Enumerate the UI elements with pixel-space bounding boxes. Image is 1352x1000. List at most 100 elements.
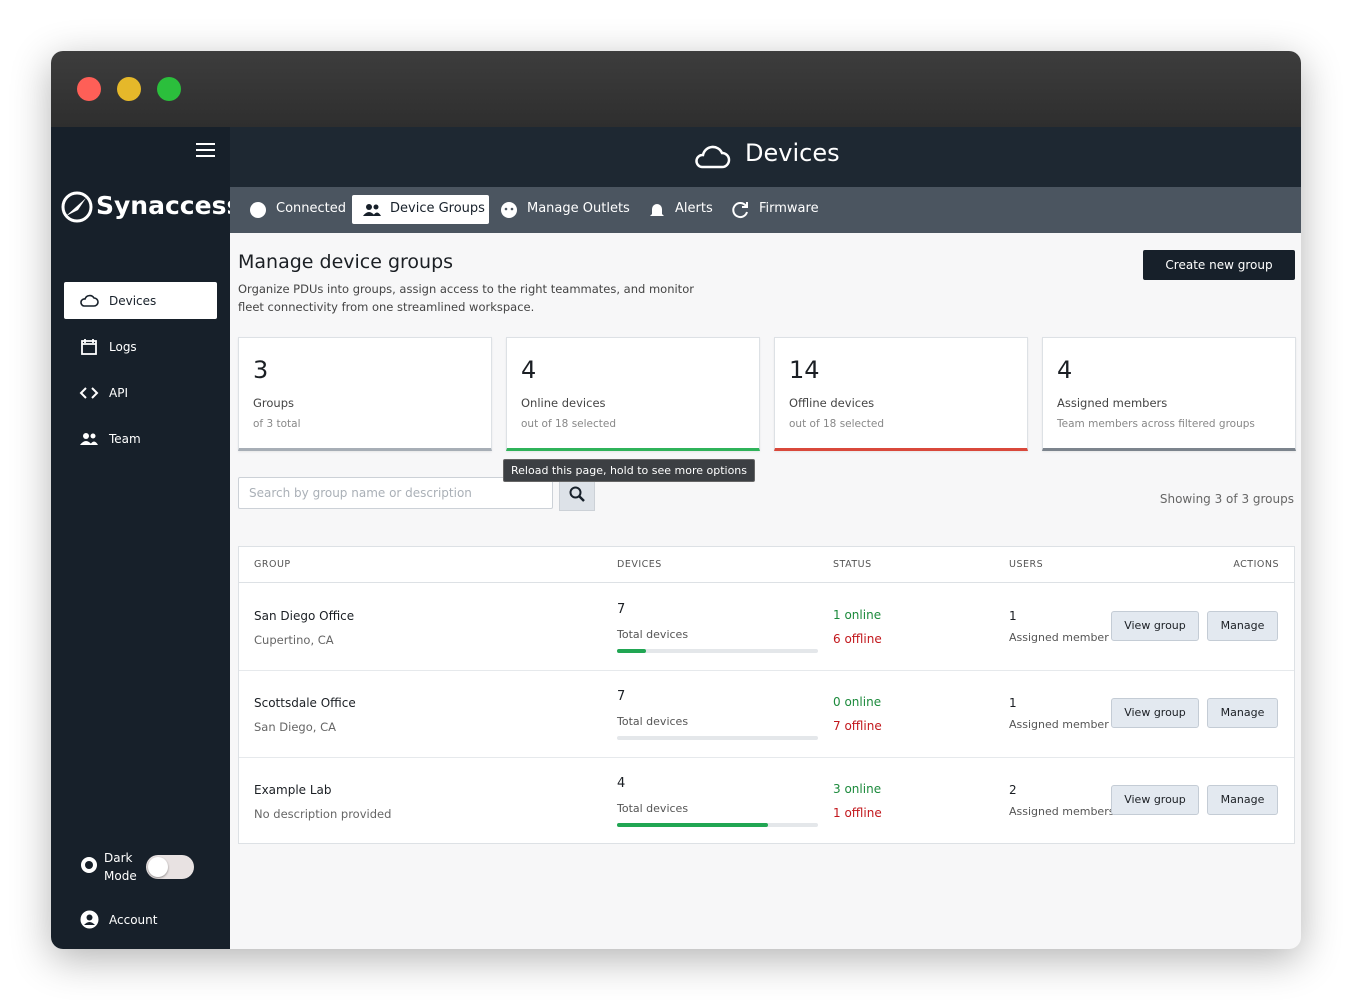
icon bbox=[80, 294, 99, 307]
page-title: Manage device groups bbox=[238, 251, 454, 273]
table-header bbox=[239, 547, 1294, 583]
icon bbox=[79, 387, 99, 399]
offline-word: offline bbox=[844, 719, 882, 733]
account-icon bbox=[80, 910, 99, 929]
online-count: 3 bbox=[833, 782, 841, 796]
nav-item[interactable]: Devices bbox=[109, 294, 157, 308]
device-count: 4 bbox=[617, 776, 626, 791]
icon bbox=[650, 204, 664, 216]
nav-item[interactable]: API bbox=[109, 386, 128, 400]
account[interactable]: Account bbox=[109, 913, 158, 927]
online-status: 1 online bbox=[833, 608, 881, 622]
tab[interactable]: Manage Outlets bbox=[527, 201, 630, 216]
offline-word: offline bbox=[844, 632, 882, 646]
group-location: No description provided bbox=[254, 807, 392, 821]
stat-card: 3 Groups of 3 total bbox=[238, 337, 492, 451]
sidebar: Synaccess Dark Mode Account Devices Logs A… bbox=[51, 127, 241, 949]
offline-status: 7 offline bbox=[833, 719, 882, 733]
offline-count: 7 bbox=[833, 719, 841, 733]
offline-count: 6 bbox=[833, 632, 841, 646]
column-header: STATUS bbox=[833, 559, 872, 570]
group-location: Cupertino, CA bbox=[254, 633, 334, 647]
column-header: DEVICES bbox=[617, 559, 662, 570]
zoom[interactable] bbox=[157, 77, 181, 101]
icon bbox=[81, 339, 97, 355]
manage-button[interactable]: Manage bbox=[1207, 611, 1278, 641]
icon bbox=[250, 202, 266, 218]
online-count: 0 bbox=[833, 695, 841, 709]
progress-fill bbox=[617, 649, 646, 653]
dark-mode-label: Dark Mode bbox=[104, 851, 137, 883]
header: Devices bbox=[230, 127, 1301, 187]
dark-mode-icon bbox=[81, 857, 97, 873]
manage-button[interactable]: Manage bbox=[1207, 785, 1278, 815]
stat-sub: out of 18 selected bbox=[521, 418, 617, 430]
icon bbox=[501, 202, 517, 218]
brand: Synaccess bbox=[96, 191, 242, 220]
tab[interactable]: Firmware bbox=[759, 201, 819, 216]
stat-card: 14 Offline devices out of 18 selected bbox=[774, 337, 1028, 451]
device-count: 7 bbox=[617, 689, 626, 704]
create-group-button[interactable]: Create new group bbox=[1143, 250, 1295, 280]
view-group-button[interactable]: View group bbox=[1111, 611, 1199, 641]
active-tab bbox=[352, 195, 489, 224]
online-status: 3 online bbox=[833, 782, 881, 796]
column-header: ACTIONS bbox=[1233, 559, 1279, 570]
close[interactable] bbox=[77, 77, 101, 101]
manage-button[interactable]: Manage bbox=[1207, 698, 1278, 728]
stat-label: Online devices bbox=[521, 396, 606, 410]
titlebar bbox=[51, 51, 1301, 127]
search-button[interactable] bbox=[559, 477, 595, 511]
view-group-button[interactable]: View group bbox=[1111, 785, 1199, 815]
stat-value: 4 bbox=[1057, 356, 1073, 384]
header-title: Devices bbox=[745, 139, 840, 167]
active-nav bbox=[64, 282, 217, 319]
stat-sub: out of 18 selected bbox=[789, 418, 885, 430]
group-name: Scottsdale Office bbox=[254, 696, 356, 710]
icon bbox=[80, 433, 98, 445]
offline-status: 6 offline bbox=[833, 632, 882, 646]
stat-sub: Team members across filtered groups bbox=[1057, 418, 1255, 430]
menu-icon[interactable] bbox=[195, 141, 217, 159]
row-divider bbox=[239, 670, 1294, 671]
offline-count: 1 bbox=[833, 806, 841, 820]
online-word: online bbox=[844, 782, 882, 796]
group-name: San Diego Office bbox=[254, 609, 355, 623]
stat-value: 3 bbox=[253, 356, 269, 384]
tooltip: Reload this page, hold to see more optio… bbox=[503, 459, 756, 482]
user-count: 1 bbox=[1009, 609, 1017, 623]
group-location: San Diego, CA bbox=[254, 720, 336, 734]
column-header: USERS bbox=[1009, 559, 1044, 570]
tabbar: Connected Device Groups Manage Outlets Aler… bbox=[230, 187, 1301, 233]
group-name: Example Lab bbox=[254, 783, 332, 797]
stat-label: Assigned members bbox=[1057, 396, 1168, 410]
window: Synaccess Dark Mode Account Devices Logs A… bbox=[51, 51, 1301, 949]
search-input[interactable]: Search by group name or description bbox=[238, 477, 553, 509]
user-count: 2 bbox=[1009, 783, 1017, 797]
device-count: 7 bbox=[617, 602, 626, 617]
nav-item[interactable]: Logs bbox=[109, 340, 137, 354]
logo bbox=[61, 191, 93, 223]
nav-item[interactable]: Team bbox=[109, 432, 141, 446]
progress-track bbox=[617, 736, 818, 740]
online-word: online bbox=[844, 695, 882, 709]
icon bbox=[732, 202, 748, 219]
groups-table: GROUP DEVICES STATUS USERS ACTIONS San Diego … bbox=[238, 546, 1295, 844]
icon bbox=[363, 204, 381, 216]
tab[interactable]: Connected bbox=[276, 201, 347, 216]
online-word: online bbox=[844, 608, 882, 622]
dark-mode-toggle[interactable] bbox=[146, 855, 194, 879]
stat-label: Offline devices bbox=[789, 396, 875, 410]
minimize[interactable] bbox=[117, 77, 141, 101]
users-caption: Assigned member bbox=[1009, 631, 1109, 644]
stat-value: 14 bbox=[789, 356, 820, 384]
view-group-button[interactable]: View group bbox=[1111, 698, 1199, 728]
tab[interactable]: Device Groups bbox=[390, 201, 485, 216]
users-caption: Assigned members bbox=[1009, 805, 1115, 818]
online-status: 0 online bbox=[833, 695, 881, 709]
devices-caption: Total devices bbox=[617, 628, 689, 641]
offline-status: 1 offline bbox=[833, 806, 882, 820]
tab[interactable]: Alerts bbox=[675, 201, 713, 216]
users-caption: Assigned member bbox=[1009, 718, 1109, 731]
